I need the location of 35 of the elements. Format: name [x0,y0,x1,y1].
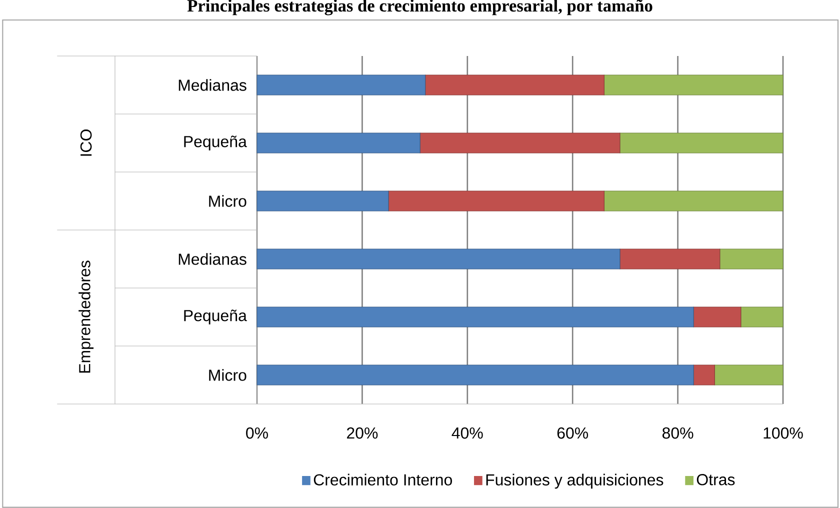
legend-label: Fusiones y adquisiciones [486,474,664,489]
bar [714,364,784,386]
legend-label: Otras [696,474,735,486]
bar [720,248,784,270]
text: ICO [80,130,92,156]
bar [620,248,720,270]
bar [256,190,389,212]
legend-label: Crecimiento Interno [314,474,452,486]
bar [604,74,784,96]
x-tick-label: 20% [346,427,378,439]
bar [620,132,784,154]
y-tick-label: Pequeña [184,310,247,324]
x-tick-label: 40% [452,427,483,439]
y-tick-label: Pequeña [184,136,247,150]
y-tick-label: Medianas [178,253,246,265]
bar [256,248,620,270]
text: Emprendedores [78,260,94,373]
x-tick-label: 0% [246,427,268,439]
bar [693,306,742,328]
x-tick-label: 100% [764,427,803,439]
bar [256,306,694,328]
bar [693,364,715,386]
x-tick-label: 80% [662,427,694,439]
bar [256,74,426,96]
bar [740,306,784,328]
bar [425,74,604,96]
x-tick-label: 60% [557,427,588,439]
bar [604,190,784,212]
bar [256,132,420,154]
y-tick-label: Micro [209,195,246,207]
y-tick-label: Micro [209,369,246,381]
y-tick-label: Medianas [178,79,246,91]
bar [388,190,604,212]
bar [256,364,694,386]
bar [420,132,620,154]
